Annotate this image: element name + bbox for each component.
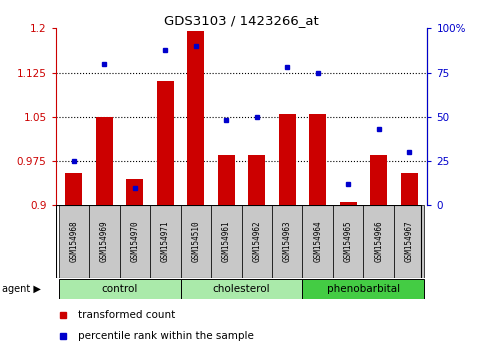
Bar — [120, 205, 150, 278]
Bar — [89, 205, 120, 278]
Text: GSM154963: GSM154963 — [283, 221, 292, 262]
Text: GSM154971: GSM154971 — [161, 221, 170, 262]
Bar — [58, 205, 89, 278]
Bar — [394, 205, 425, 278]
Bar — [187, 31, 204, 205]
Bar — [127, 179, 143, 205]
Text: GSM154961: GSM154961 — [222, 221, 231, 262]
Bar — [181, 279, 302, 299]
Text: GSM154967: GSM154967 — [405, 221, 413, 262]
Text: GSM154964: GSM154964 — [313, 221, 322, 262]
Bar — [150, 205, 181, 278]
Bar — [181, 205, 211, 278]
Bar — [242, 205, 272, 278]
Text: GSM154510: GSM154510 — [191, 221, 200, 262]
Bar — [340, 202, 356, 205]
Text: percentile rank within the sample: percentile rank within the sample — [78, 331, 254, 341]
Text: GSM154968: GSM154968 — [70, 221, 78, 262]
Bar — [66, 173, 82, 205]
Bar — [302, 205, 333, 278]
Text: GSM154969: GSM154969 — [100, 221, 109, 262]
Bar — [218, 155, 235, 205]
Bar — [302, 279, 425, 299]
Bar — [248, 155, 265, 205]
Text: GSM154962: GSM154962 — [252, 221, 261, 262]
Bar — [211, 205, 242, 278]
Text: GSM154970: GSM154970 — [130, 221, 139, 262]
Bar — [58, 279, 181, 299]
Bar — [363, 205, 394, 278]
Bar — [309, 114, 326, 205]
Text: GSM154966: GSM154966 — [374, 221, 383, 262]
Bar — [370, 155, 387, 205]
Title: GDS3103 / 1423266_at: GDS3103 / 1423266_at — [164, 14, 319, 27]
Bar — [279, 114, 296, 205]
Text: agent ▶: agent ▶ — [2, 284, 41, 294]
Text: control: control — [101, 284, 138, 294]
Bar — [272, 205, 302, 278]
Text: phenobarbital: phenobarbital — [327, 284, 400, 294]
Bar — [401, 173, 417, 205]
Text: transformed count: transformed count — [78, 310, 175, 320]
Bar — [157, 81, 174, 205]
Text: GSM154965: GSM154965 — [344, 221, 353, 262]
Bar — [333, 205, 363, 278]
Text: cholesterol: cholesterol — [213, 284, 270, 294]
Bar — [96, 117, 113, 205]
